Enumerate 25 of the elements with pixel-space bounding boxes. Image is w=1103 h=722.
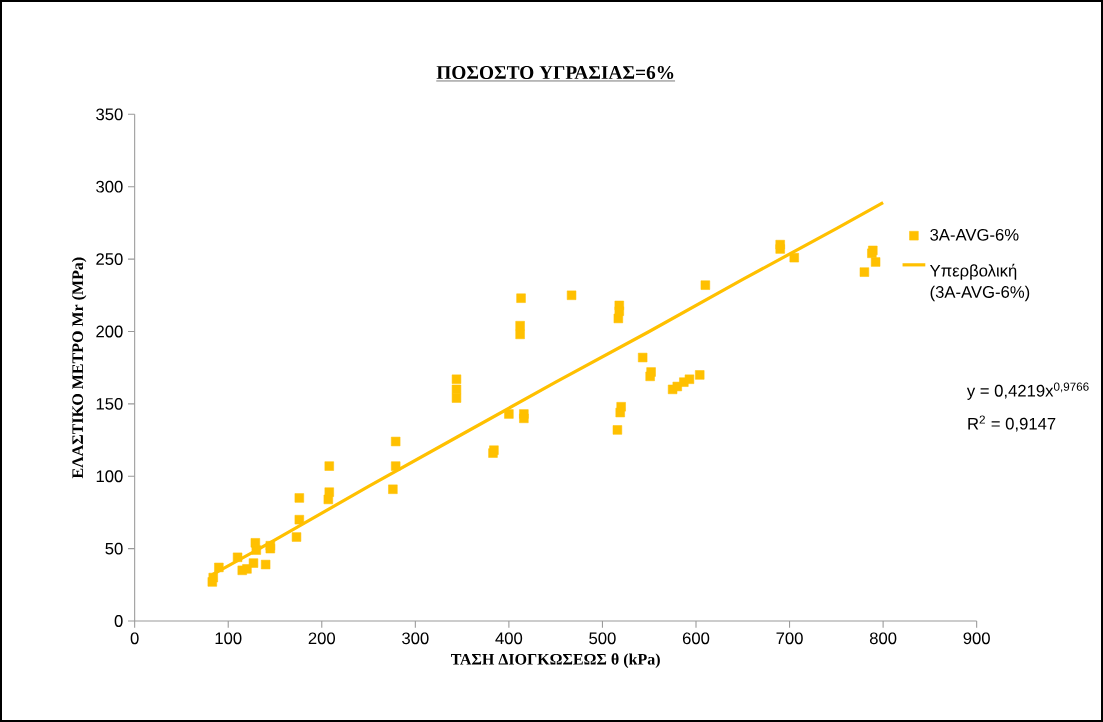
y-tick-label: 200 (96, 325, 123, 338)
x-axis-title: ΤΑΣΗ ΔΙΟΓΚΩΣΕΩΣ θ (kPa) (451, 653, 660, 668)
x-tick-label: 500 (589, 632, 616, 645)
y-tick-label: 250 (96, 253, 123, 265)
y-tick-label: 0 (114, 615, 123, 627)
y-tick-label: 50 (105, 542, 123, 555)
y-tick-label: 350 (96, 108, 123, 121)
x-tick-label: 0 (130, 632, 139, 645)
legend-label: 3A-AVG-6% (930, 228, 1019, 241)
x-tick-label: 900 (963, 632, 990, 645)
annotation: R$^{2}$ = 0,9147 (968, 415, 1056, 432)
y-tick-label: 300 (96, 180, 123, 193)
y-tick-label: 150 (96, 397, 123, 410)
annotation: y = 0,4219x$^{0,9766}$ (966, 382, 1089, 400)
x-tick-label: 800 (869, 632, 897, 645)
x-tick-label: 100 (215, 632, 242, 645)
x-tick-label: 400 (495, 632, 523, 645)
chart-title: ΠΟΣΟΣΤΟ ΥΓΡΑΣΙΑΣ=6% (436, 65, 674, 80)
x-tick-label: 600 (682, 632, 710, 645)
x-tick-label: 700 (776, 632, 803, 645)
y-axis-title: ΕΛΑΣΤΙΚΟ ΜΕΤΡΟ Mr (MPa) (71, 257, 87, 479)
x-tick-label: 200 (308, 632, 336, 645)
y-tick-label: 100 (96, 470, 123, 483)
x-tick-label: 300 (402, 632, 429, 645)
legend-label: Υπερβολική (3A-AVG-6%) (929, 263, 1030, 302)
